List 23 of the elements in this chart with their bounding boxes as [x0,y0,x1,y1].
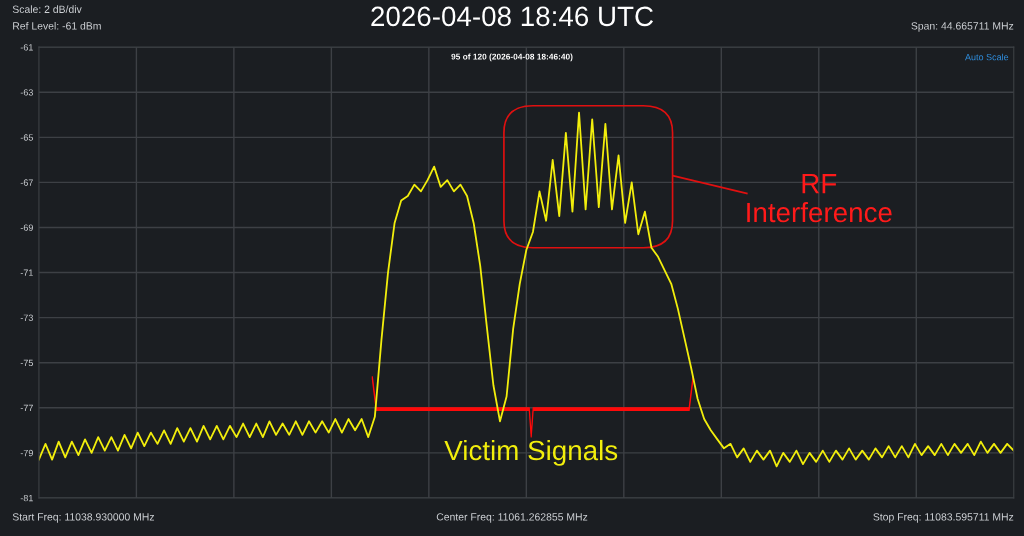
y-tick-label: -81 [20,494,33,502]
text: Stop Freq: 11083.595711 MHz [873,513,1014,523]
annotation: Victim Signals [444,439,618,466]
chart-title: 2026-04-08 18:46 UTC [371,6,654,27]
y-tick-label: -75 [20,359,33,367]
y-tick-label: -67 [20,179,33,186]
text: Center Freq: 11061.262855 MHz [436,513,588,523]
line-series [38,111,1014,468]
text: Span: 44.665711 MHz [911,22,1014,32]
y-tick-label: -65 [20,134,33,141]
text: Scale: 2 dB/div [12,5,82,13]
y-tick-label: -77 [20,404,33,412]
text: Ref Level: -61 dBm [13,21,101,30]
annotation: RF Interference [747,174,892,223]
y-tick-label: -79 [20,449,33,457]
y-tick-label: -69 [20,224,33,231]
annotation: Auto Scale [965,53,1009,61]
y-tick-label: -63 [20,89,33,96]
y-tick-label: -73 [20,314,33,321]
y-tick-label: -61 [20,44,33,51]
text: 95 of 120 (2026-04-08 18:46:40) [451,53,573,62]
y-tick-label: -71 [20,269,33,276]
text: Start Freq: 11038.930000 MHz [12,513,155,523]
